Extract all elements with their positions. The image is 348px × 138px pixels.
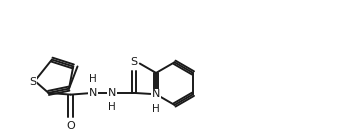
Text: S: S (30, 77, 37, 87)
Text: H: H (108, 102, 116, 112)
Text: O: O (66, 121, 75, 131)
Text: N: N (89, 88, 97, 98)
Text: H: H (152, 104, 160, 114)
Text: H: H (89, 74, 97, 83)
Text: N: N (152, 89, 160, 99)
Text: N: N (108, 88, 116, 98)
Text: S: S (130, 57, 137, 67)
